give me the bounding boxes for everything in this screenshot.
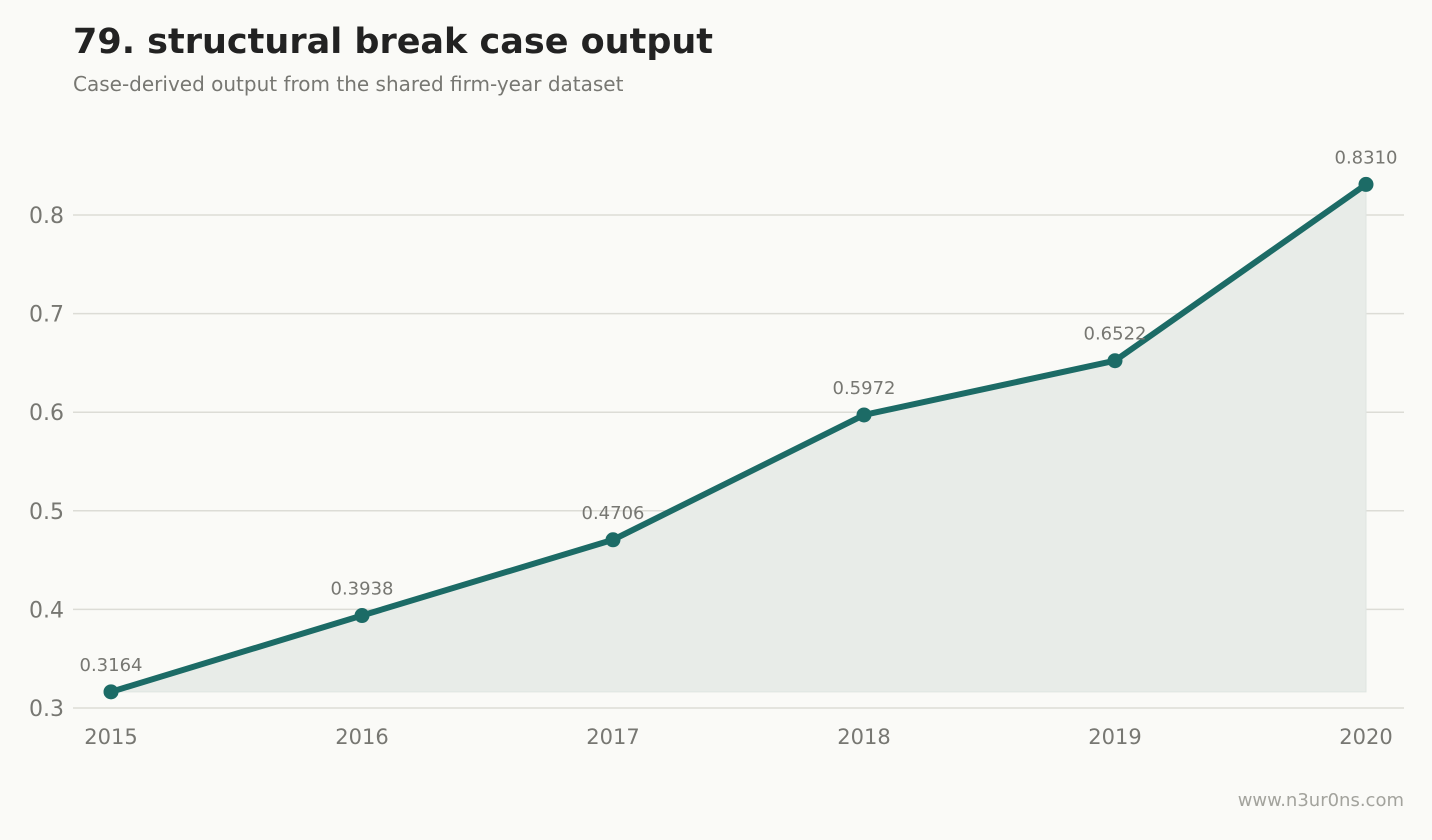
data-label: 0.8310 bbox=[1335, 147, 1398, 168]
data-point bbox=[103, 684, 119, 700]
data-point bbox=[1358, 176, 1374, 192]
y-axis-ticks: 0.3 0.4 0.5 0.6 0.7 0.8 bbox=[29, 204, 64, 722]
y-tick-label: 0.7 bbox=[29, 303, 64, 328]
data-label: 0.5972 bbox=[833, 378, 896, 399]
y-tick-label: 0.4 bbox=[29, 598, 64, 623]
data-label: 0.6522 bbox=[1084, 324, 1147, 345]
x-tick-label: 2018 bbox=[837, 725, 890, 749]
data-point bbox=[354, 608, 370, 624]
series-line bbox=[108, 181, 1369, 695]
data-label: 0.4706 bbox=[582, 503, 645, 524]
x-tick-label: 2019 bbox=[1088, 725, 1141, 749]
chart-title: 79. structural break case output bbox=[73, 22, 714, 62]
data-points bbox=[103, 176, 1374, 700]
data-label: 0.3938 bbox=[331, 579, 394, 600]
area-fill bbox=[110, 183, 1367, 693]
y-tick-label: 0.3 bbox=[29, 697, 64, 722]
footer-credit: www.n3ur0ns.com bbox=[1237, 790, 1404, 811]
data-point bbox=[605, 532, 621, 548]
y-tick-label: 0.8 bbox=[29, 204, 64, 229]
data-labels: 0.3164 0.3938 0.4706 0.5972 0.6522 0.8310 bbox=[80, 147, 1398, 675]
chart-subtitle: Case-derived output from the shared firm… bbox=[73, 72, 624, 96]
y-tick-label: 0.6 bbox=[29, 401, 64, 426]
x-tick-label: 2016 bbox=[335, 725, 388, 749]
y-tick-label: 0.5 bbox=[29, 500, 64, 525]
x-tick-label: 2017 bbox=[586, 725, 639, 749]
x-tick-label: 2020 bbox=[1339, 725, 1392, 749]
area-shape bbox=[110, 183, 1367, 693]
data-point bbox=[856, 407, 872, 423]
x-tick-label: 2015 bbox=[84, 725, 137, 749]
data-label: 0.3164 bbox=[80, 655, 143, 676]
data-point bbox=[1107, 353, 1123, 369]
series-polyline bbox=[108, 181, 1369, 695]
x-axis-ticks: 2015 2016 2017 2018 2019 2020 bbox=[84, 725, 1392, 749]
